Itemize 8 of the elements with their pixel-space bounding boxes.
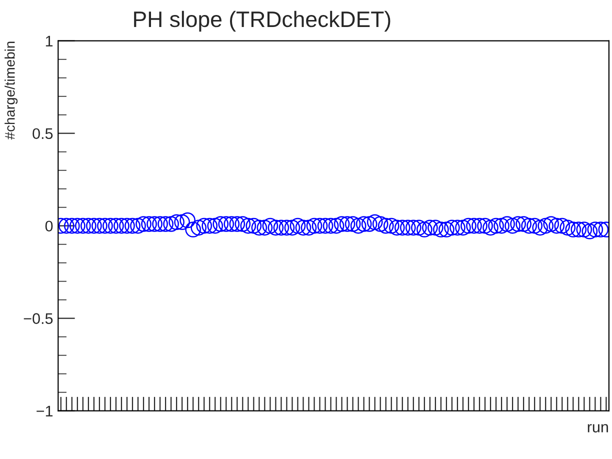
y-tick-label: −1 — [36, 406, 53, 416]
y-axis-title: #charge/timebin — [4, 42, 18, 140]
x-axis-title: run — [588, 424, 608, 432]
y-tick-label: 0 — [45, 220, 53, 232]
y-tick-label: −0.5 — [24, 313, 53, 324]
y-tick-label: 0.5 — [32, 128, 53, 140]
chart-title: PH slope (TRDcheckDET) — [134, 10, 390, 32]
y-tick-label: 1 — [46, 36, 53, 46]
